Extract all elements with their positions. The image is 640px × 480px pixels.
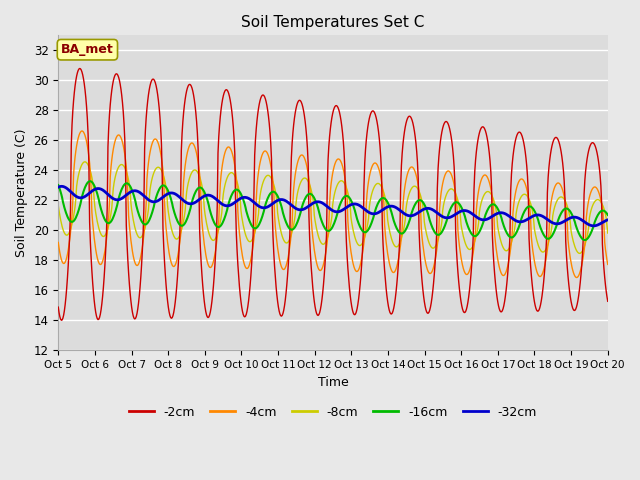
-16cm	[207, 209, 214, 215]
-8cm	[417, 192, 424, 198]
-4cm	[177, 226, 185, 231]
Title: Soil Temperatures Set C: Soil Temperatures Set C	[241, 15, 425, 30]
-4cm	[65, 247, 72, 253]
-2cm	[122, 222, 130, 228]
Line: -8cm: -8cm	[58, 162, 608, 253]
-4cm	[401, 187, 408, 192]
-16cm	[401, 229, 408, 235]
-8cm	[81, 159, 89, 165]
Line: -16cm: -16cm	[58, 181, 608, 240]
-2cm	[401, 124, 409, 130]
-2cm	[604, 299, 612, 304]
-8cm	[177, 228, 185, 234]
-8cm	[122, 167, 129, 172]
-8cm	[575, 251, 583, 256]
-32cm	[604, 217, 612, 223]
-8cm	[65, 231, 72, 237]
-32cm	[65, 187, 73, 193]
-4cm	[573, 275, 580, 280]
-16cm	[604, 212, 612, 218]
-16cm	[65, 216, 72, 221]
-2cm	[58, 317, 65, 323]
-16cm	[581, 237, 589, 243]
Line: -32cm: -32cm	[58, 186, 608, 226]
-4cm	[604, 262, 612, 267]
-32cm	[58, 183, 65, 189]
-8cm	[604, 230, 612, 236]
-2cm	[417, 269, 425, 275]
-2cm	[207, 304, 215, 310]
-4cm	[417, 204, 424, 209]
-16cm	[177, 223, 185, 228]
-32cm	[207, 192, 214, 198]
-32cm	[589, 223, 597, 228]
Line: -4cm: -4cm	[58, 131, 608, 277]
-4cm	[54, 240, 62, 245]
-32cm	[417, 208, 424, 214]
-8cm	[207, 234, 214, 240]
-4cm	[78, 128, 86, 134]
-2cm	[76, 66, 83, 72]
X-axis label: Time: Time	[317, 376, 348, 389]
-32cm	[54, 184, 62, 190]
Legend: -2cm, -4cm, -8cm, -16cm, -32cm: -2cm, -4cm, -8cm, -16cm, -32cm	[124, 401, 542, 424]
-16cm	[54, 182, 62, 188]
-16cm	[417, 197, 424, 203]
Line: -2cm: -2cm	[58, 69, 608, 320]
Y-axis label: Soil Temperature (C): Soil Temperature (C)	[15, 129, 28, 257]
-16cm	[86, 179, 94, 184]
-4cm	[122, 157, 129, 163]
-16cm	[122, 181, 129, 187]
Text: BA_met: BA_met	[61, 43, 114, 56]
-8cm	[54, 203, 62, 208]
-2cm	[54, 304, 62, 310]
-32cm	[401, 211, 408, 216]
-4cm	[207, 264, 214, 270]
-8cm	[401, 222, 408, 228]
-2cm	[65, 248, 73, 254]
-32cm	[122, 193, 129, 199]
-2cm	[179, 131, 186, 136]
-32cm	[177, 196, 185, 202]
